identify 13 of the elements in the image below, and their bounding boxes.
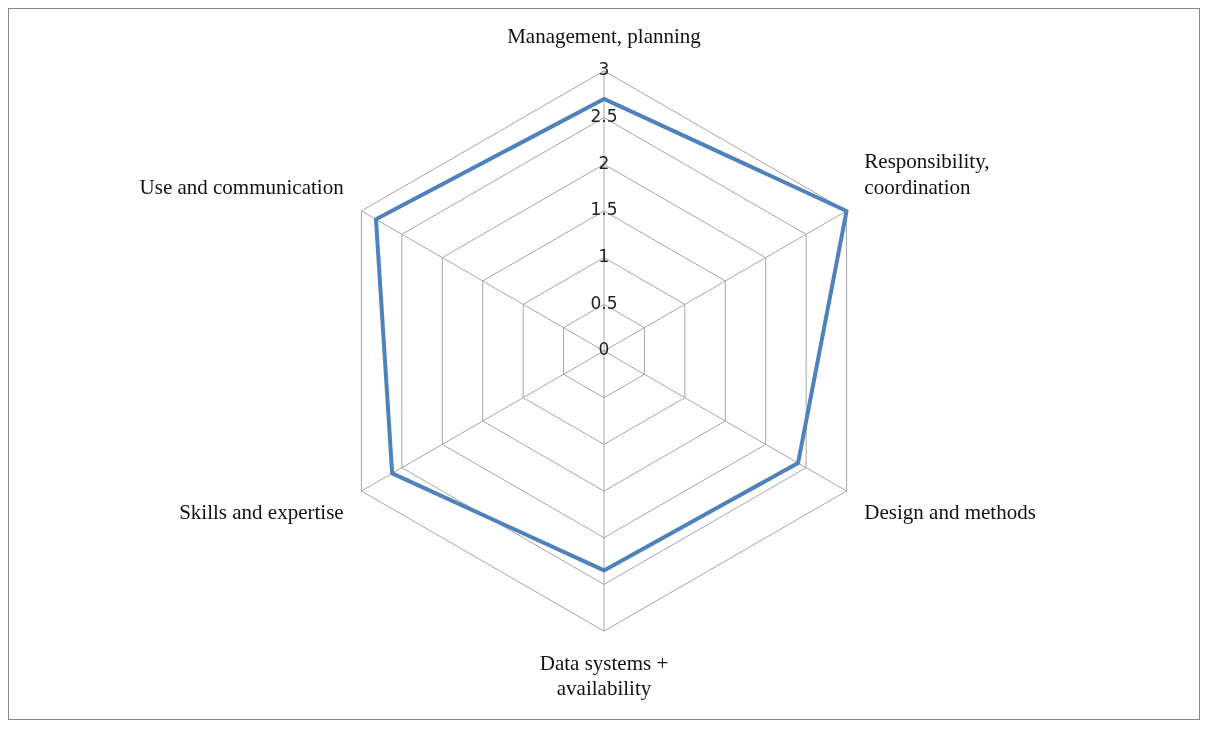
spoke-label: Design and methods <box>864 500 1036 525</box>
y-tick-label: 2 <box>598 152 610 173</box>
spoke-label: Management, planning <box>507 24 702 49</box>
y-tick-label: 3 <box>598 59 610 80</box>
y-tick-label: 1 <box>598 246 610 267</box>
spoke-label: Skills and expertise <box>179 500 344 525</box>
spoke-label: Responsibility, coordination <box>864 149 990 199</box>
spoke-label: Use and communication <box>139 174 345 199</box>
y-tick-label: 0 <box>598 339 610 360</box>
spoke-label: Data systems + availability <box>539 650 669 700</box>
y-tick-label: 2.5 <box>590 106 618 127</box>
y-tick-label: 1.5 <box>590 199 618 220</box>
y-tick-label: 0.5 <box>590 292 618 313</box>
